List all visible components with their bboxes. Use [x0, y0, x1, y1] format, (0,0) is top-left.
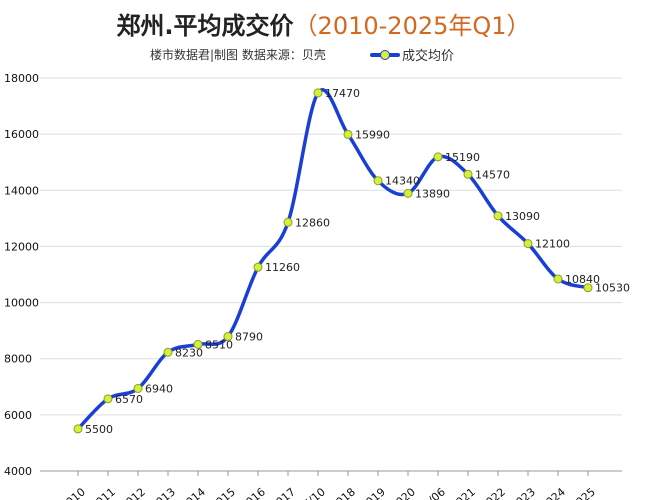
data-label: 13090 [505, 210, 540, 223]
title-range: （2010-2025年Q1） [293, 12, 531, 40]
x-tick-label: 2017 [268, 485, 298, 500]
data-point [163, 347, 173, 357]
data-point [523, 239, 533, 249]
series-line [76, 88, 589, 431]
legend: 成交均价 [370, 45, 454, 64]
y-tick-label: 14000 [4, 184, 39, 197]
x-tick-label: 2021 [448, 485, 478, 500]
y-tick-label: 16000 [4, 128, 39, 141]
x-tick-label: 2019 [358, 485, 388, 500]
y-tick-label: 10000 [4, 297, 39, 310]
title-main: 郑州.平均成交价 [116, 12, 294, 40]
data-label: 12100 [535, 238, 570, 251]
x-tick-label: 2013 [148, 485, 178, 500]
x-tick-label: 2023 [508, 485, 538, 500]
data-point [223, 332, 233, 342]
data-point [283, 217, 293, 227]
data-label: 13890 [415, 187, 450, 200]
data-label: 14340 [385, 175, 420, 188]
data-label: 10840 [565, 273, 600, 286]
data-label: 14570 [475, 168, 510, 181]
data-label: 6940 [145, 382, 173, 395]
legend-line-icon [370, 49, 400, 60]
data-point [133, 383, 143, 393]
data-label: 5500 [85, 423, 113, 436]
x-tick-label: 2012 [118, 485, 148, 500]
data-label: 10530 [595, 282, 630, 295]
y-tick-label: 6000 [4, 409, 32, 422]
y-tick-label: 18000 [4, 72, 39, 85]
data-point [103, 394, 113, 404]
data-label: 15990 [355, 128, 390, 141]
data-point [403, 188, 413, 198]
legend-label: 成交均价 [402, 49, 455, 64]
data-label: 15190 [445, 151, 480, 164]
y-tick-label: 12000 [4, 240, 39, 253]
data-point [343, 129, 353, 139]
data-point [193, 339, 203, 349]
chart-subtitle: 楼市数据君|制图 数据来源：贝壳 [150, 48, 326, 62]
chart-title: 郑州.平均成交价（2010-2025年Q1） [0, 6, 647, 41]
data-label: 8790 [235, 331, 263, 344]
data-point [253, 262, 263, 272]
x-tick-label: 2015 [208, 485, 238, 500]
x-tick-label: 2010 [58, 485, 88, 500]
data-label: 17470 [325, 87, 360, 100]
data-point [73, 424, 83, 434]
data-point [373, 176, 383, 186]
data-point [313, 88, 323, 98]
data-point [433, 152, 443, 162]
x-tick-label: 2022 [478, 485, 508, 500]
data-label: 11260 [265, 261, 300, 274]
data-point [463, 169, 473, 179]
x-tick-label: 2018 [328, 485, 358, 500]
data-point [583, 283, 593, 293]
x-tick-label: 2025 [568, 485, 598, 500]
data-point [553, 274, 563, 284]
data-label: 8230 [175, 346, 203, 359]
x-tick-label: 2014 [178, 485, 208, 500]
x-tick-label: 2011 [88, 485, 118, 500]
y-tick-label: 4000 [4, 465, 32, 478]
x-tick-label: 2024 [538, 485, 568, 500]
y-tick-label: 8000 [4, 353, 32, 366]
x-tick-label: 2020 [388, 485, 418, 500]
data-point [493, 211, 503, 221]
x-tick-label: 2016 [238, 485, 268, 500]
data-label: 6570 [115, 393, 143, 406]
data-label: 8510 [205, 338, 233, 351]
data-label: 12860 [295, 216, 330, 229]
